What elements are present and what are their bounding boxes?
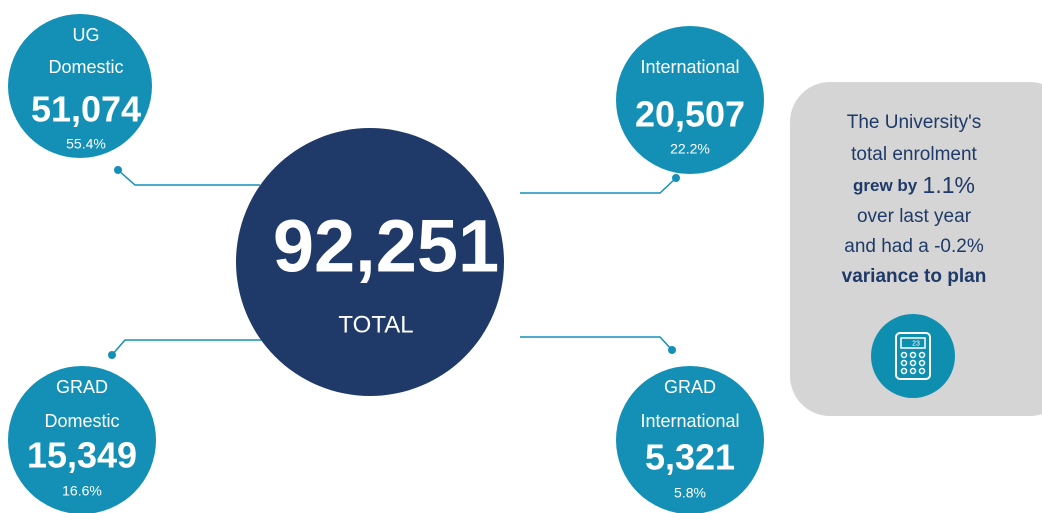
node-line2: International <box>640 411 739 431</box>
total-circle <box>236 128 504 396</box>
connector <box>520 177 677 194</box>
total-label: TOTAL <box>338 311 413 338</box>
node-share: 55.4% <box>66 136 106 152</box>
callout-growth: 1.1% <box>923 172 975 198</box>
icon-keys <box>900 351 926 375</box>
total-value: 92,251 <box>273 205 499 288</box>
icon-display: 23 <box>912 340 920 347</box>
node: UG International 20,507 22.2% <box>616 0 764 174</box>
node: UG Domestic 51,074 55.4% <box>8 14 152 158</box>
node-circle <box>616 366 764 513</box>
callout-line: total enrolment <box>851 144 977 165</box>
node-line2: Domestic <box>44 411 119 431</box>
node-value: 20,507 <box>635 94 745 135</box>
node-circle <box>8 366 156 513</box>
connector <box>117 169 260 186</box>
connector-dot <box>668 346 676 354</box>
node-value: 51,074 <box>31 89 141 130</box>
node-circle <box>616 26 764 174</box>
callout-line: variance to plan <box>842 266 987 287</box>
node-circle <box>8 14 152 158</box>
node: GRAD Domestic 15,349 16.6% <box>8 366 156 513</box>
node-line2: International <box>640 57 739 77</box>
node-line1: UG <box>73 25 100 45</box>
node-value: 15,349 <box>27 435 137 476</box>
node-line1: GRAD <box>56 377 108 397</box>
callout-line: over last year <box>857 206 972 227</box>
callout-line: The University's <box>847 112 982 133</box>
callout-had: and had a <box>844 236 929 257</box>
connectors <box>108 166 680 359</box>
node-line1: GRAD <box>664 377 716 397</box>
node-share: 16.6% <box>62 483 102 499</box>
callout-line: grew by 1.1% <box>853 172 975 198</box>
icon-body <box>895 332 931 380</box>
callout-variance: -0.2% <box>934 236 984 257</box>
icon-screen <box>900 337 926 349</box>
callout-line: and had a -0.2% <box>844 236 984 257</box>
connector-dot <box>108 351 116 359</box>
node-share: 22.2% <box>670 141 710 157</box>
node-share: 5.8% <box>674 485 706 501</box>
node: GRAD International 5,321 5.8% <box>616 366 764 513</box>
calculator-icon: 23 <box>871 314 955 398</box>
callout-grew: grew by <box>853 176 918 195</box>
node-value: 5,321 <box>645 437 735 478</box>
connector <box>520 336 673 351</box>
icon-circle <box>871 314 955 398</box>
connector <box>111 339 262 356</box>
node-line1: UG <box>677 0 704 19</box>
connector-dot <box>672 174 680 182</box>
connector-dot <box>114 166 122 174</box>
callout-box <box>790 82 1042 416</box>
node-line2: Domestic <box>48 57 123 77</box>
